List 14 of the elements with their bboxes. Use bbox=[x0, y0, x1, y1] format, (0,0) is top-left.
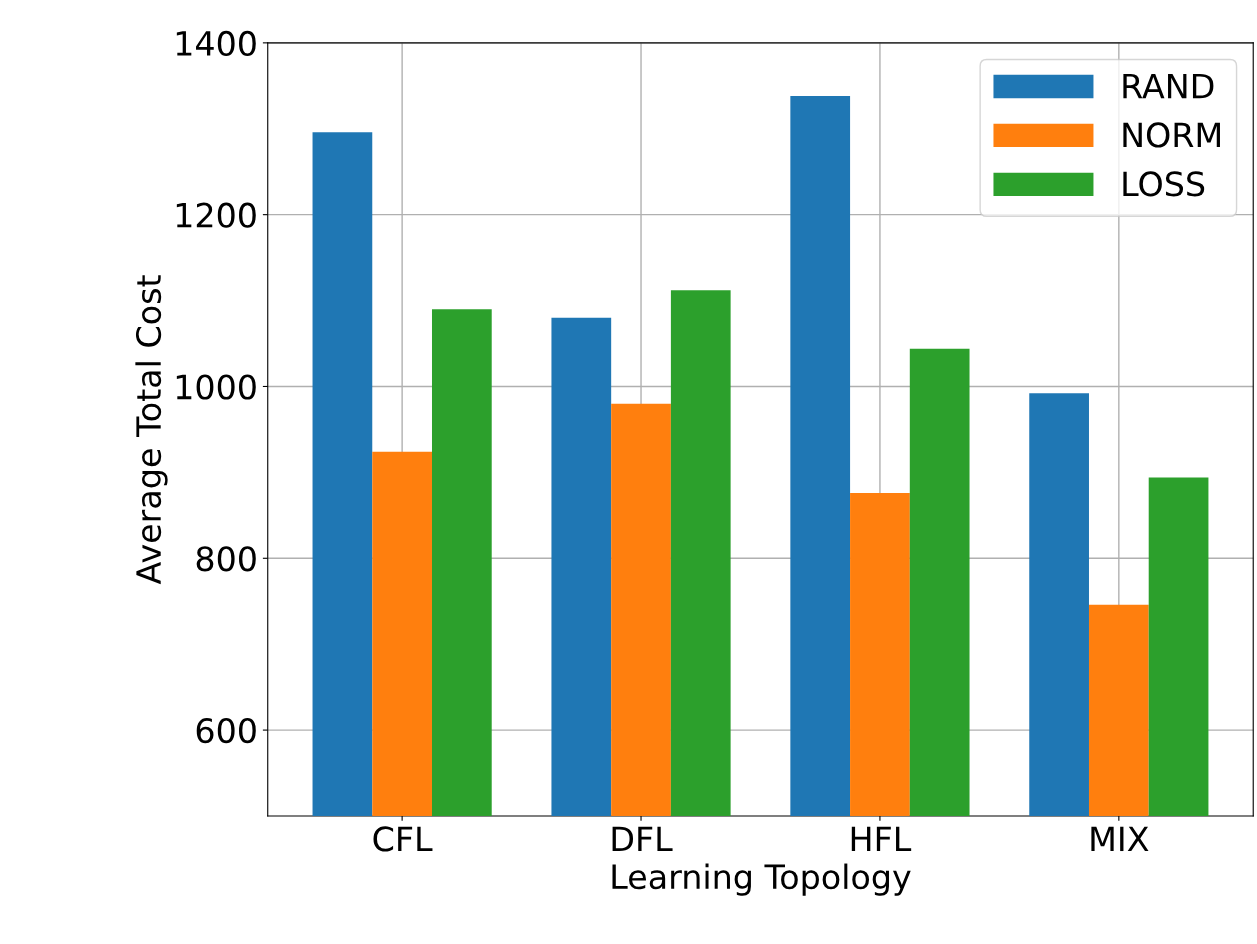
x-tick-label: MIX bbox=[1091, 826, 1149, 852]
y-tick-label: 1200 bbox=[176, 202, 256, 228]
y-tick-label: 600 bbox=[196, 718, 256, 744]
x-axis-title: Learning Topology bbox=[612, 863, 911, 896]
y-tick-label: 1000 bbox=[176, 374, 256, 400]
x-tick-label: DFL bbox=[612, 826, 673, 852]
legend-label: LOSS bbox=[1123, 171, 1205, 197]
x-tick-label: CFL bbox=[373, 826, 433, 852]
y-axis-title: Average Total Cost bbox=[135, 275, 168, 585]
x-tick-label: HFL bbox=[851, 826, 912, 852]
y-tick-label: 1400 bbox=[176, 30, 256, 56]
legend-label: RAND bbox=[1123, 73, 1214, 99]
legend-label: NORM bbox=[1123, 122, 1220, 148]
y-tick-label: 800 bbox=[196, 546, 256, 572]
